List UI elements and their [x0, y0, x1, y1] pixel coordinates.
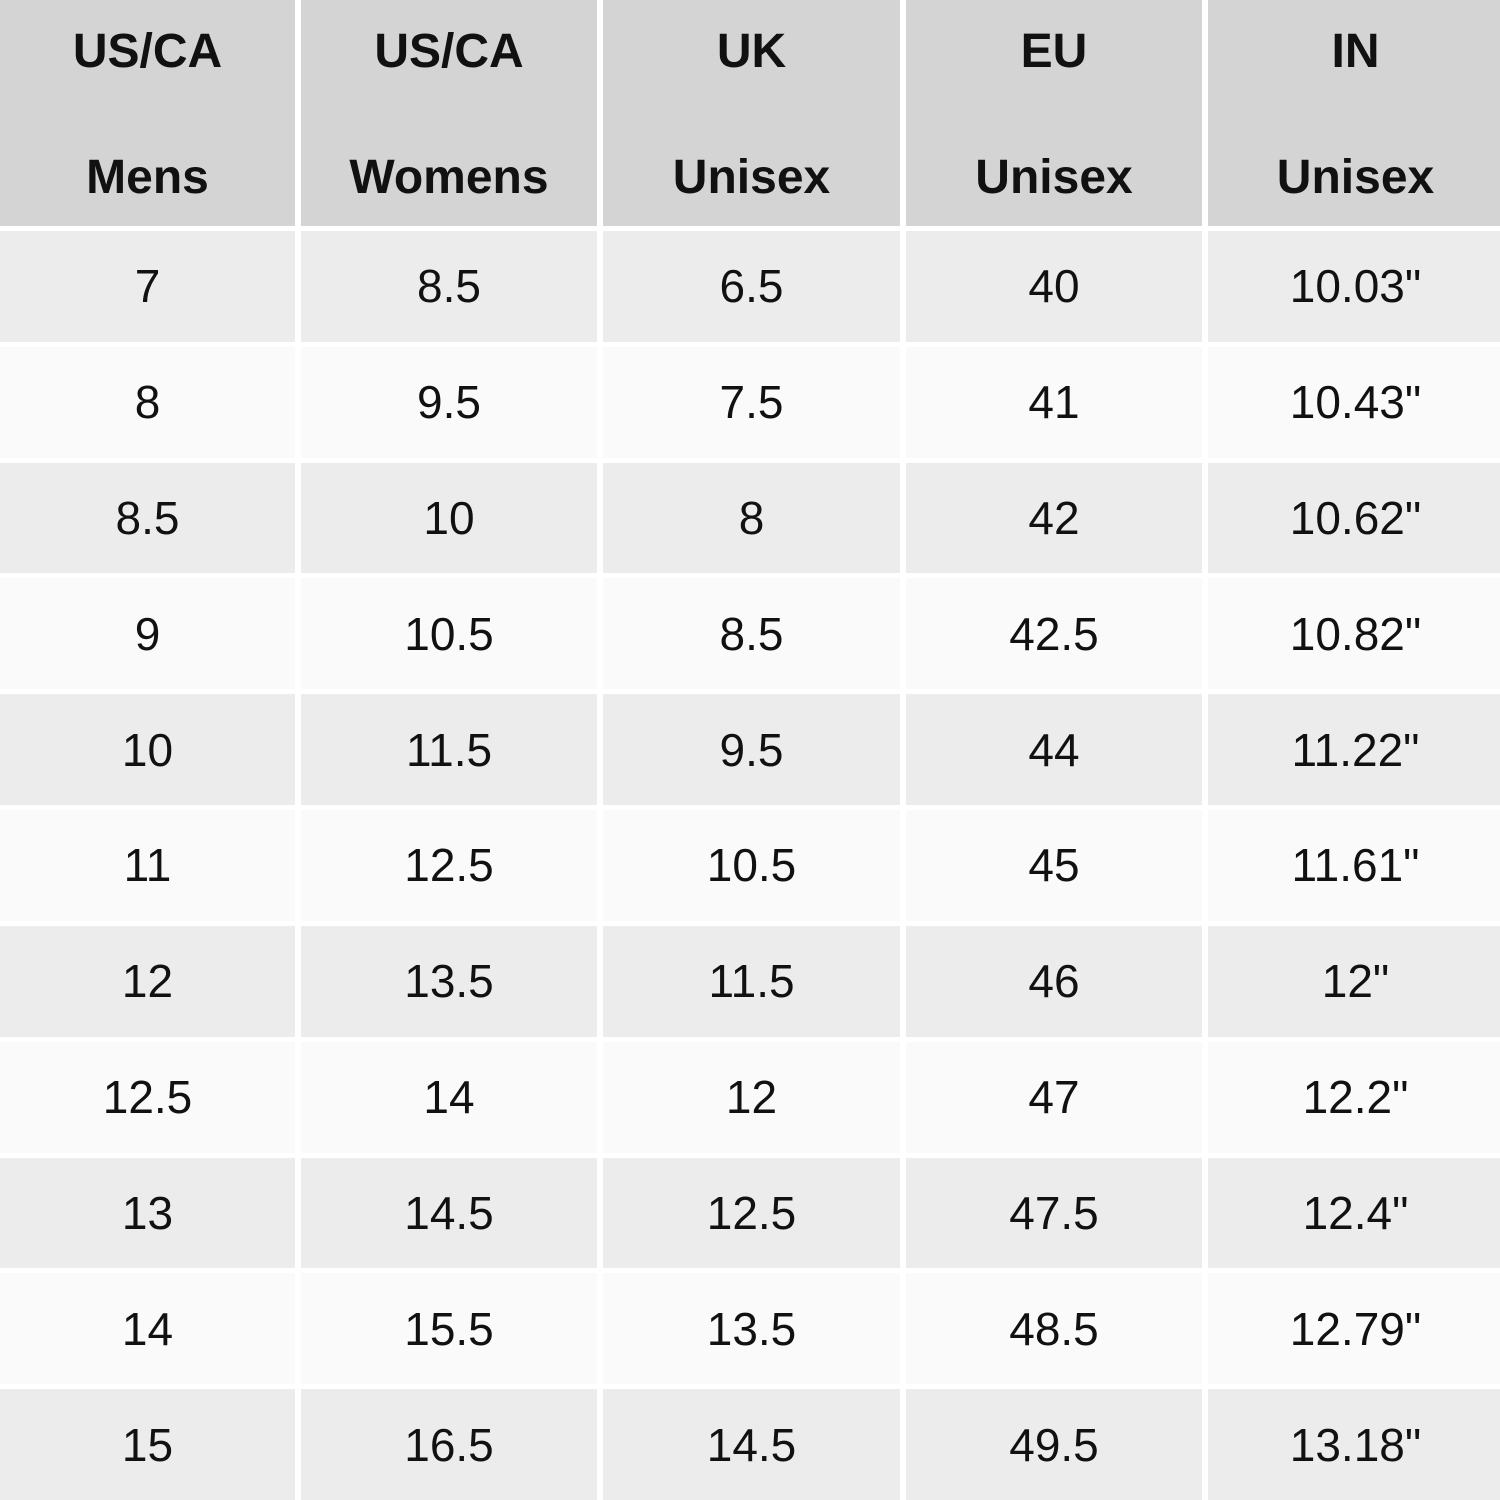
table-cell: 13: [0, 1157, 295, 1269]
header-line2: Mens: [86, 151, 209, 204]
table-cell: 14: [0, 1273, 295, 1385]
table-cell: 11.5: [301, 694, 597, 806]
header-line2: Womens: [349, 151, 549, 204]
header-line2: Unisex: [672, 151, 831, 204]
table-cell: 6.5: [603, 231, 900, 342]
table-cell: 12": [1208, 925, 1500, 1037]
table-cell: 44: [906, 694, 1202, 806]
header-line1: US/CA: [374, 25, 524, 78]
table-cell: 47.5: [906, 1157, 1202, 1269]
table-cell: 10: [301, 462, 597, 574]
table-cell: 13.5: [301, 925, 597, 1037]
table-cell: 12.5: [603, 1157, 900, 1269]
table-cell: 15: [0, 1389, 295, 1500]
table-cell: 8.5: [603, 578, 900, 690]
table-cell: 12.2": [1208, 1041, 1500, 1153]
header-line1: EU: [1020, 25, 1088, 78]
header-line2: Unisex: [975, 151, 1133, 204]
table-cell: 14: [301, 1041, 597, 1153]
header-line1: US/CA: [72, 25, 223, 78]
table-cell: 9.5: [603, 694, 900, 806]
table-cell: 11: [0, 810, 295, 921]
table-cell: 42.5: [906, 578, 1202, 690]
table-cell: 14.5: [603, 1389, 900, 1500]
header-line1: IN: [1331, 25, 1380, 78]
table-cell: 16.5: [301, 1389, 597, 1500]
table-cell: 11.22": [1208, 694, 1500, 806]
table-cell: 49.5: [906, 1389, 1202, 1500]
table-cell: 12.5: [0, 1041, 295, 1153]
table-cell: 8: [603, 462, 900, 574]
table-cell: 13.5: [603, 1273, 900, 1385]
table-cell: 10.5: [603, 810, 900, 921]
table-cell: 12: [0, 925, 295, 1037]
header-in-unisex: IN Unisex: [1208, 0, 1500, 226]
header-line2: Unisex: [1276, 151, 1435, 204]
table-cell: 10.03": [1208, 231, 1500, 342]
table-cell: 7.5: [603, 346, 900, 458]
table-cell: 10: [0, 694, 295, 806]
header-us-ca-mens: US/CA Mens: [0, 0, 295, 226]
table-cell: 48.5: [906, 1273, 1202, 1385]
table-cell: 42: [906, 462, 1202, 574]
table-cell: 10.43": [1208, 346, 1500, 458]
table-cell: 12: [603, 1041, 900, 1153]
header-us-ca-womens: US/CA Womens: [301, 0, 597, 226]
table-cell: 8: [0, 346, 295, 458]
table-cell: 41: [906, 346, 1202, 458]
table-cell: 45: [906, 810, 1202, 921]
table-cell: 10.5: [301, 578, 597, 690]
table-cell: 12.5: [301, 810, 597, 921]
table-cell: 9.5: [301, 346, 597, 458]
table-cell: 10.82": [1208, 578, 1500, 690]
table-cell: 40: [906, 231, 1202, 342]
table-cell: 11.61": [1208, 810, 1500, 921]
table-cell: 46: [906, 925, 1202, 1037]
table-cell: 8.5: [0, 462, 295, 574]
table-cell: 11.5: [603, 925, 900, 1037]
table-cell: 9: [0, 578, 295, 690]
table-cell: 13.18": [1208, 1389, 1500, 1500]
table-cell: 12.4": [1208, 1157, 1500, 1269]
table-cell: 10.62": [1208, 462, 1500, 574]
header-uk-unisex: UK Unisex: [603, 0, 900, 226]
table-cell: 7: [0, 231, 295, 342]
table-cell: 12.79": [1208, 1273, 1500, 1385]
table-cell: 15.5: [301, 1273, 597, 1385]
header-eu-unisex: EU Unisex: [906, 0, 1202, 226]
header-line1: UK: [716, 25, 787, 78]
table-cell: 47: [906, 1041, 1202, 1153]
table-cell: 8.5: [301, 231, 597, 342]
table-cell: 14.5: [301, 1157, 597, 1269]
